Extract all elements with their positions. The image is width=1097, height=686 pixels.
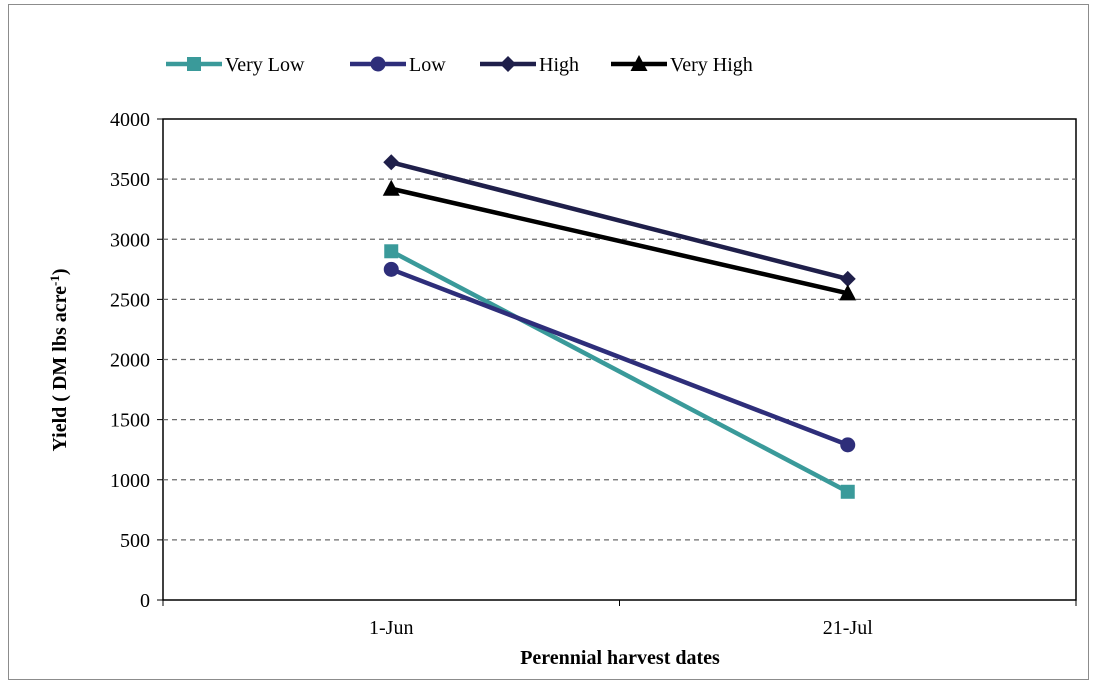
- data-point-very-low: [840, 484, 855, 499]
- y-axis-title-main: Yield ( DM lbs acre: [49, 286, 71, 452]
- data-point-very-high: [382, 179, 400, 196]
- legend-marker-high: [500, 56, 516, 72]
- y-tick-label: 4000: [110, 109, 150, 131]
- x-tick-label: 21-Jul: [823, 617, 873, 639]
- data-point-low: [840, 437, 856, 453]
- legend-item-low: Low: [350, 54, 446, 76]
- y-tick-label: 1000: [110, 470, 150, 492]
- series-high: [383, 154, 856, 287]
- y-axis-title-close: ): [49, 268, 71, 275]
- data-point-low: [383, 261, 399, 277]
- legend-item-high: High: [480, 54, 579, 76]
- legend-item-very-low: Very Low: [166, 54, 305, 76]
- series-very-high: [382, 179, 857, 301]
- y-tick-label: 2500: [110, 289, 150, 311]
- series-group: [382, 154, 857, 499]
- legend-marker-very-low: [187, 57, 201, 71]
- y-axis-ticks: 0 500 1000 1500 2000 2500 3000 3500 4000: [110, 109, 163, 612]
- legend-label-very-low: Very Low: [225, 54, 305, 76]
- y-tick-label: 2000: [110, 350, 150, 372]
- legend-marker-low: [370, 56, 386, 72]
- data-point-high: [839, 270, 856, 287]
- y-axis-title-superscript: -1: [47, 275, 62, 286]
- data-point-very-low: [384, 244, 399, 259]
- data-point-high: [383, 154, 400, 171]
- legend-label-high: High: [539, 54, 579, 76]
- y-tick-label: 0: [140, 590, 150, 612]
- series-line-low: [390, 267, 849, 447]
- x-axis-ticks: 1-Jun 21-Jul: [162, 600, 1077, 639]
- y-axis-title: Yield ( DM lbs acre-1): [47, 268, 72, 451]
- y-tick-label: 3000: [110, 229, 150, 251]
- series-very-low: [384, 244, 855, 499]
- legend-label-low: Low: [409, 54, 446, 76]
- legend-label-very-high: Very High: [670, 54, 753, 76]
- series-line-very-high: [390, 186, 849, 296]
- series-low: [383, 261, 856, 453]
- y-tick-label: 500: [120, 530, 150, 552]
- y-tick-label: 3500: [110, 169, 150, 191]
- series-line-very-low: [390, 249, 849, 494]
- gridlines: [163, 178, 1076, 541]
- data-point-very-high: [839, 284, 857, 301]
- legend-item-very-high: Very High: [611, 54, 753, 76]
- legend-marker-very-high: [630, 55, 648, 71]
- legend: Very Low Low High Very High: [166, 54, 753, 76]
- x-axis-title: Perennial harvest dates: [520, 647, 720, 669]
- series-line-high: [390, 160, 849, 282]
- y-tick-label: 1500: [110, 410, 150, 432]
- x-tick-label: 1-Jun: [369, 617, 413, 639]
